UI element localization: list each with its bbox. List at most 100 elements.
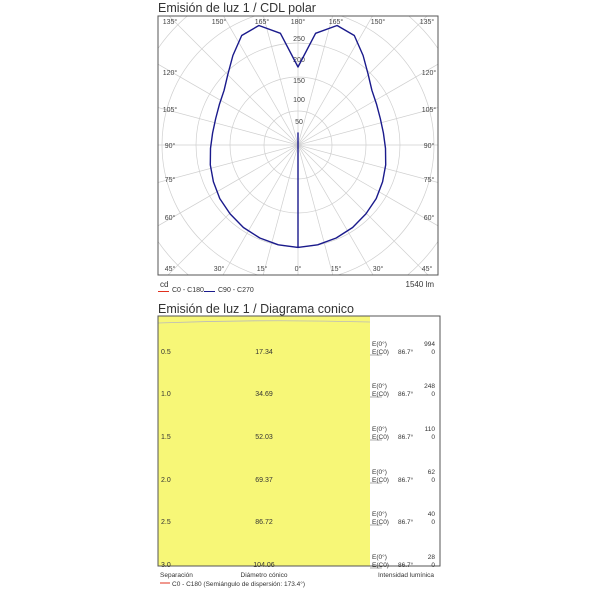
polar-top-angle: 150°	[212, 18, 227, 26]
cone-angle-value: 86.7°	[398, 348, 414, 356]
cone-ec0-value: 0	[431, 519, 435, 526]
cone-separation-value: 1.0	[161, 391, 171, 398]
legend-line-c0	[158, 291, 169, 292]
polar-radial-label: 200	[293, 57, 305, 64]
cone-separation-value: 0.5	[161, 349, 171, 356]
cone-e0-value: 994	[424, 341, 435, 348]
polar-radial-label: 50	[295, 119, 303, 126]
cone-e0-value: 248	[424, 383, 435, 390]
cone-ec0-label: E(C0)	[372, 434, 389, 441]
polar-left-angle: 120°	[163, 69, 178, 77]
polar-grid-spoke	[158, 63, 438, 227]
cone-ec0-label: E(C0)	[372, 391, 389, 398]
polar-chart-title: Emisión de luz 1 / CDL polar	[158, 1, 316, 15]
polar-top-angle: 135°	[163, 18, 178, 26]
polar-bottom-angle: 45°	[422, 265, 433, 273]
polar-top-angle: 165°	[329, 18, 344, 26]
cone-e0-label: E(0°)	[372, 553, 387, 561]
unit-label: cd	[160, 280, 168, 289]
cone-legend-label: C0 - C180 (Semiángulo de dispersión: 173…	[172, 580, 305, 588]
polar-top-angle: 180°	[291, 18, 306, 26]
polar-radial-label: 150	[293, 78, 305, 85]
polar-right-angle: 60°	[424, 214, 435, 222]
polar-left-angle: 105°	[163, 106, 178, 114]
cone-angle-value: 86.7°	[398, 476, 414, 484]
cone-fill	[158, 316, 370, 566]
polar-grid	[157, 15, 439, 276]
cone-diameter-value: 17.34	[255, 349, 273, 356]
lumen-label: 1540 lm	[406, 280, 435, 289]
cone-ec0-value: 0	[431, 434, 435, 441]
polar-bottom-angle: 30°	[214, 265, 225, 273]
legend-line-c90	[204, 291, 215, 292]
footer-intensity: Intensidad lumínica	[378, 572, 434, 579]
cone-ec0-label: E(C0)	[372, 562, 389, 569]
polar-bottom-angle: 15°	[331, 265, 342, 273]
polar-bottom-angle: 0°	[295, 265, 302, 273]
cone-e0-value: 40	[428, 511, 436, 518]
polar-curve-c90-c270	[209, 24, 387, 249]
cone-e0-label: E(0°)	[372, 340, 387, 348]
polar-right-angle: 75°	[424, 176, 435, 184]
cone-separation-value: 1.5	[161, 434, 171, 441]
cone-top-curve	[157, 320, 371, 324]
cone-angle-value: 86.7°	[398, 433, 414, 441]
cone-body	[157, 315, 441, 567]
cone-diameter-value: 69.37	[255, 477, 273, 484]
cone-ec0-value: 0	[431, 391, 435, 398]
polar-radial-labels: 250 200 150 100 50	[293, 36, 305, 126]
cone-e0-value: 62	[428, 469, 436, 476]
polar-right-angle: 105°	[422, 106, 437, 114]
polar-chart: 135° 150° 165° 180° 165° 150° 135° 45° 30° 15° 0° 1…	[157, 15, 439, 289]
polar-left-angle: 75°	[165, 176, 176, 184]
polar-top-angle: 165°	[255, 18, 270, 26]
polar-curves	[209, 24, 387, 249]
cone-e0-label: E(0°)	[372, 468, 387, 476]
polar-frame	[157, 15, 439, 276]
polar-top-angle: 150°	[371, 18, 386, 26]
cone-separation-value: 2.0	[161, 477, 171, 484]
polar-right-angle: 120°	[422, 69, 437, 77]
cone-angle-value: 86.7°	[398, 518, 414, 526]
cone-angle-value: 86.7°	[398, 561, 414, 569]
cone-row: 3.0 104.06 E(0°)E(C0) 86.7° 280	[161, 553, 435, 569]
polar-grid-spoke	[158, 63, 438, 227]
polar-top-angle: 135°	[420, 18, 435, 26]
legend-c90-label: C90 - C270	[218, 287, 254, 294]
cone-diagram-title: Emisión de luz 1 / Diagrama conico	[158, 302, 354, 316]
cone-angle-value: 86.7°	[398, 390, 414, 398]
cone-separation-value: 3.0	[161, 562, 171, 569]
cone-ec0-label: E(C0)	[372, 349, 389, 356]
polar-left-angle: 60°	[165, 214, 176, 222]
cone-diameter-value: 34.69	[255, 391, 273, 398]
cone-row: 2.5 86.72 E(0°)E(C0) 86.7° 400	[161, 510, 435, 526]
cone-e0-value: 110	[425, 426, 436, 433]
cone-frame	[157, 315, 441, 567]
polar-bottom-angle: 15°	[257, 265, 268, 273]
polar-left-angle: 90°	[165, 142, 176, 150]
cone-ec0-value: 0	[431, 562, 435, 569]
polar-bottom-angle: 30°	[373, 265, 384, 273]
polar-right-angle: 90°	[424, 142, 435, 150]
cone-separation-value: 2.5	[161, 519, 171, 526]
polar-radial-label: 100	[293, 97, 305, 104]
cone-ec0-label: E(C0)	[372, 477, 389, 484]
cone-e0-label: E(0°)	[372, 382, 387, 390]
cone-e0-value: 28	[428, 554, 436, 561]
cone-row: 2.0 69.37 E(0°)E(C0) 86.7° 620	[161, 468, 435, 484]
legend-c0-label: C0 - C180	[172, 287, 204, 294]
polar-bottom-angle: 45°	[165, 265, 176, 273]
cone-diameter-value: 104.06	[253, 562, 275, 569]
cone-e0-label: E(0°)	[372, 510, 387, 518]
footer-separation: Separación	[160, 572, 193, 579]
cone-ec0-value: 0	[431, 477, 435, 484]
cone-e0-label: E(0°)	[372, 425, 387, 433]
cone-ec0-value: 0	[431, 349, 435, 356]
polar-angle-labels: 135° 150° 165° 180° 165° 150° 135° 45° 30° 15° 0° 1…	[163, 18, 437, 273]
polar-radial-label: 250	[293, 36, 305, 43]
